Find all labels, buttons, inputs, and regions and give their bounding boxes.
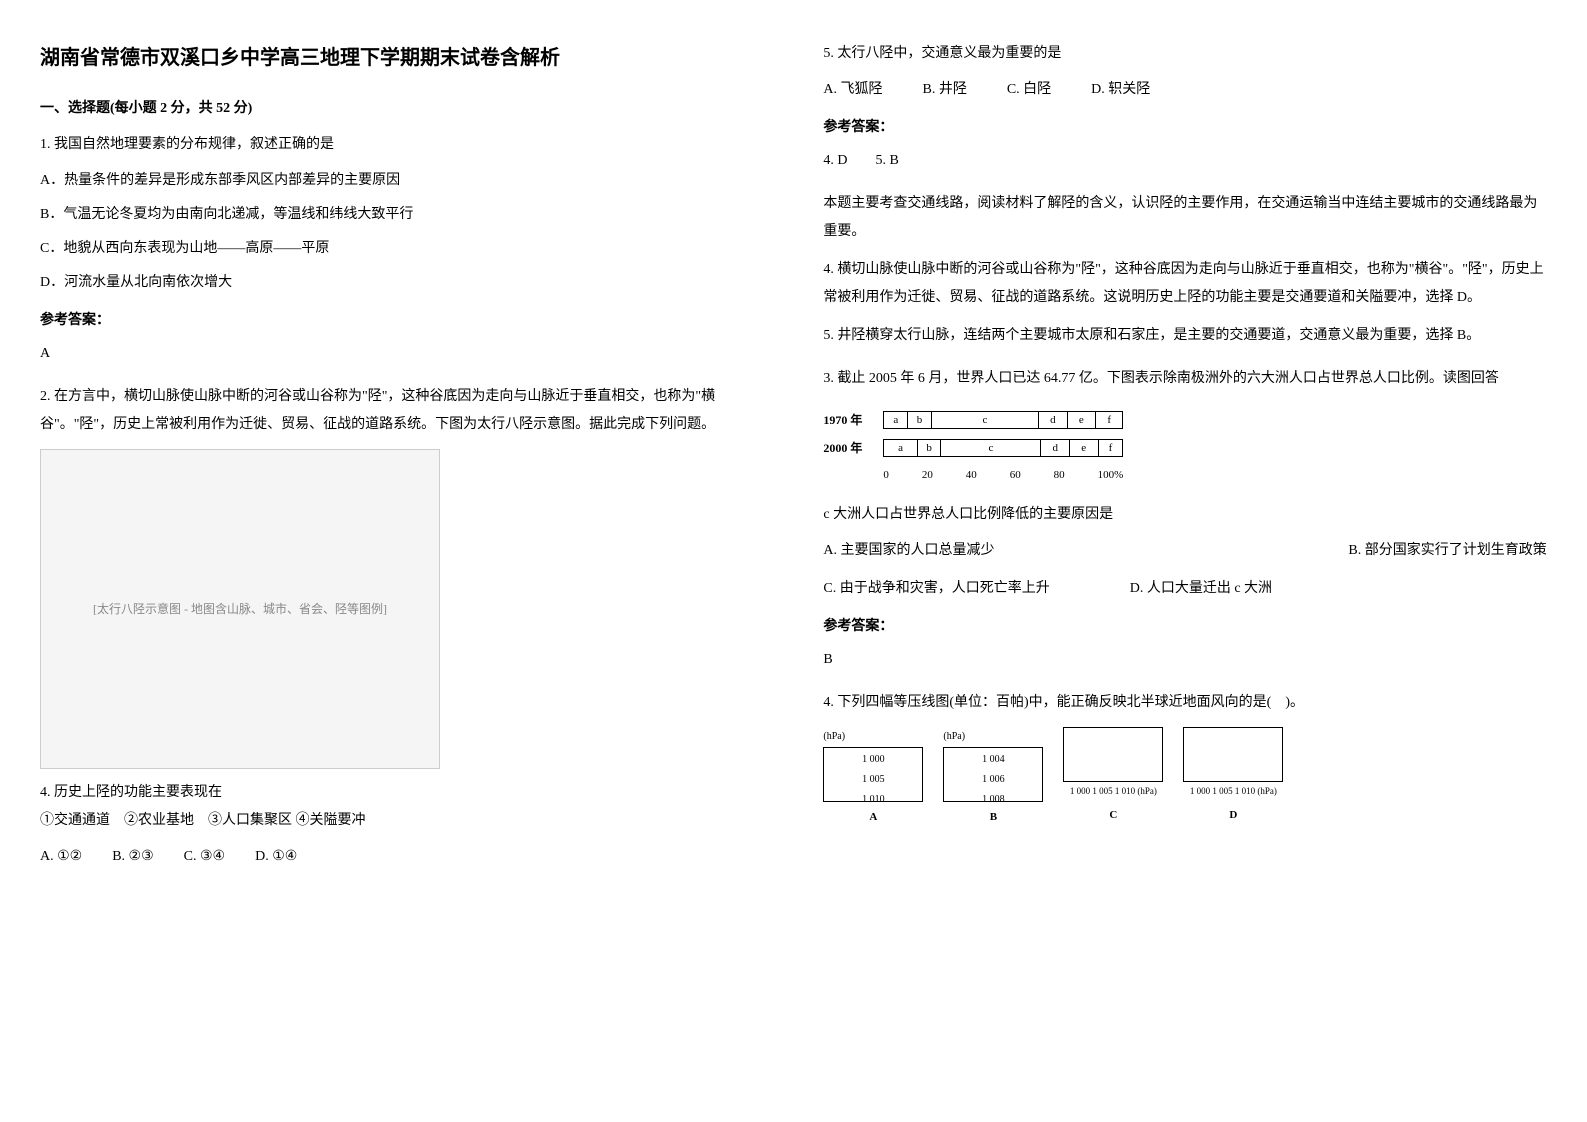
axis-tick: 0 <box>883 464 889 486</box>
bar-seg-d: d <box>1039 412 1068 428</box>
bar-seg-f: f <box>1099 440 1123 456</box>
bar-segments-2000: abcdef <box>883 439 1123 457</box>
left-column: 湖南省常德市双溪口乡中学高三地理下学期期末试卷含解析 一、选择题(每小题 2 分… <box>40 40 763 886</box>
pressure-chart-b: (hPa) 1 004 1 006 1 008 B <box>943 727 1043 828</box>
q5-option-a: A. 飞狐陉 <box>823 76 882 104</box>
q4wind-stem: 4. 下列四幅等压线图(单位：百帕)中，能正确反映北半球近地面风向的是( )。 <box>823 689 1546 717</box>
q2-sub4-stem: 4. 历史上陉的功能主要表现在 <box>40 779 763 807</box>
q5-option-c: C. 白陉 <box>1007 76 1051 104</box>
pressure-box-c <box>1063 727 1163 782</box>
bar-seg-d: d <box>1041 440 1070 456</box>
q5-option-b: B. 井陉 <box>922 76 966 104</box>
question-3: 3. 截止 2005 年 6 月，世界人口已达 64.77 亿。下图表示除南极洲… <box>823 365 1546 674</box>
bar-seg-a: a <box>884 440 917 456</box>
q3-options: A. 主要国家的人口总量减少 B. 部分国家实行了计划生育政策 C. 由于战争和… <box>823 537 1546 603</box>
q1-option-a: A．热量条件的差异是形成东部季风区内部差异的主要原因 <box>40 167 763 195</box>
bar-seg-c: c <box>941 440 1041 456</box>
pressure-chart-a: (hPa) 1 000 1 005 1 010 A <box>823 727 923 828</box>
bar-label-2000: 2000 年 <box>823 436 883 460</box>
bar-label-1970: 1970 年 <box>823 408 883 432</box>
bar-seg-b: b <box>918 440 942 456</box>
taihang-map-figure: [太行八陉示意图 - 地图含山脉、城市、省会、陉等图例] <box>40 449 440 769</box>
axis-tick: 20 <box>922 464 933 486</box>
q1-options: A．热量条件的差异是形成东部季风区内部差异的主要原因 B．气温无论冬夏均为由南向… <box>40 167 763 297</box>
axis-tick: 100% <box>1098 464 1124 486</box>
q5-explain-1: 本题主要考查交通线路，阅读材料了解陉的含义，认识陉的主要作用，在交通运输当中连结… <box>823 190 1546 246</box>
q3-option-c: C. 由于战争和灾害，人口死亡率上升 <box>823 575 1049 603</box>
bar-axis: 0 20 40 60 80 100% <box>883 464 1123 486</box>
bar-seg-e: e <box>1068 412 1097 428</box>
q2-stem: 2. 在方言中，横切山脉使山脉中断的河谷或山谷称为"陉"，这种谷底因为走向与山脉… <box>40 383 763 439</box>
pressure-box-a: 1 000 1 005 1 010 <box>823 747 923 802</box>
chart-label-c: C <box>1063 804 1163 826</box>
q2-sub4-subs: ①交通通道 ②农业基地 ③人口集聚区 ④关隘要冲 <box>40 807 763 835</box>
q3-answer-label: 参考答案： <box>823 613 1546 641</box>
q1-option-b: B．气温无论冬夏均为由南向北递减，等温线和纬线大致平行 <box>40 201 763 229</box>
axis-tick: 40 <box>966 464 977 486</box>
section-1-header: 一、选择题(每小题 2 分，共 52 分) <box>40 96 763 121</box>
q3-stem: 3. 截止 2005 年 6 月，世界人口已达 64.77 亿。下图表示除南极洲… <box>823 365 1546 393</box>
q5-stem: 5. 太行八陉中，交通意义最为重要的是 <box>823 40 1546 68</box>
bar-seg-f: f <box>1096 412 1122 428</box>
q3-option-b: B. 部分国家实行了计划生育政策 <box>1348 537 1546 565</box>
hpa-unit-b: (hPa) <box>943 727 1043 747</box>
population-chart: 1970 年 abcdef 2000 年 abcdef 0 20 40 60 80 100… <box>823 408 1546 486</box>
hpa-unit-a: (hPa) <box>823 727 923 747</box>
question-5: 5. 太行八陉中，交通意义最为重要的是 A. 飞狐陉 B. 井陉 C. 白陉 D… <box>823 40 1546 350</box>
q2-sub4-b: B. ②③ <box>112 843 153 871</box>
question-4-wind: 4. 下列四幅等压线图(单位：百帕)中，能正确反映北半球近地面风向的是( )。 … <box>823 689 1546 828</box>
bar-seg-a: a <box>884 412 908 428</box>
q2-sub4-d: D. ①④ <box>255 843 297 871</box>
bar-segments-1970: abcdef <box>883 411 1123 429</box>
q3-answer: B <box>823 646 1546 674</box>
q5-answer-45: 4. D 5. B <box>823 147 1546 175</box>
q1-option-c: C．地貌从西向东表现为山地——高原——平原 <box>40 235 763 263</box>
q1-option-d: D．河流水量从北向南依次增大 <box>40 269 763 297</box>
bar-seg-b: b <box>908 412 932 428</box>
pressure-chart-c: 1 000 1 005 1 010 (hPa) C <box>1063 727 1163 828</box>
q3-option-d: D. 人口大量迁出 c 大洲 <box>1130 575 1272 603</box>
chart-label-d: D <box>1183 804 1283 826</box>
q1-stem: 1. 我国自然地理要素的分布规律，叙述正确的是 <box>40 131 763 159</box>
bar-row-1970: 1970 年 abcdef <box>823 408 1546 432</box>
q5-explain-2: 4. 横切山脉使山脉中断的河谷或山谷称为"陉"，这种谷底因为走向与山脉近于垂直相… <box>823 256 1546 312</box>
q5-explain-3: 5. 井陉横穿太行山脉，连结两个主要城市太原和石家庄，是主要的交通要道，交通意义… <box>823 322 1546 350</box>
q1-answer-label: 参考答案： <box>40 307 763 335</box>
q1-answer: A <box>40 340 763 368</box>
xaxis-d: 1 000 1 005 1 010 (hPa) <box>1183 782 1283 800</box>
bar-seg-e: e <box>1070 440 1099 456</box>
exam-title: 湖南省常德市双溪口乡中学高三地理下学期期末试卷含解析 <box>40 40 763 76</box>
question-2: 2. 在方言中，横切山脉使山脉中断的河谷或山谷称为"陉"，这种谷底因为走向与山脉… <box>40 383 763 871</box>
right-column: 5. 太行八陉中，交通意义最为重要的是 A. 飞狐陉 B. 井陉 C. 白陉 D… <box>823 40 1546 886</box>
q2-sub4-c: C. ③④ <box>184 843 225 871</box>
q5-option-d: D. 轵关陉 <box>1091 76 1150 104</box>
xaxis-c: 1 000 1 005 1 010 (hPa) <box>1063 782 1163 800</box>
pressure-box-b: 1 004 1 006 1 008 <box>943 747 1043 802</box>
axis-tick: 60 <box>1010 464 1021 486</box>
q2-sub4-options: A. ①② B. ②③ C. ③④ D. ①④ <box>40 843 763 871</box>
q2-sub4-a: A. ①② <box>40 843 82 871</box>
q5-answer-label: 参考答案： <box>823 114 1546 142</box>
pressure-box-d <box>1183 727 1283 782</box>
q5-options: A. 飞狐陉 B. 井陉 C. 白陉 D. 轵关陉 <box>823 76 1546 104</box>
bar-row-2000: 2000 年 abcdef <box>823 436 1546 460</box>
q3-subq: c 大洲人口占世界总人口比例降低的主要原因是 <box>823 501 1546 529</box>
bar-seg-c: c <box>932 412 1039 428</box>
q3-option-a: A. 主要国家的人口总量减少 <box>823 537 994 565</box>
axis-tick: 80 <box>1054 464 1065 486</box>
pressure-chart-d: 1 000 1 005 1 010 (hPa) D <box>1183 727 1283 828</box>
pressure-charts: (hPa) 1 000 1 005 1 010 A (hPa) 1 004 1 … <box>823 727 1546 828</box>
question-1: 1. 我国自然地理要素的分布规律，叙述正确的是 A．热量条件的差异是形成东部季风… <box>40 131 763 368</box>
